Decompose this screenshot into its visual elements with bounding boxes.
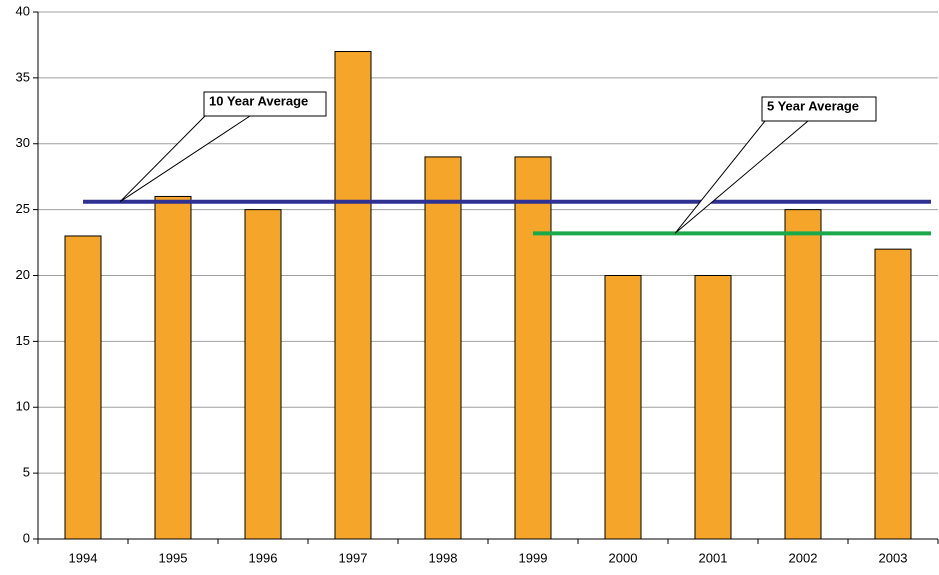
bar xyxy=(64,235,102,540)
bar xyxy=(604,275,642,540)
y-tick-label: 25 xyxy=(16,201,30,216)
y-tick-label: 30 xyxy=(16,135,30,150)
x-tick-label: 2003 xyxy=(879,550,908,565)
y-tick-label: 0 xyxy=(23,530,30,545)
bar xyxy=(874,248,912,540)
callout-pointer xyxy=(674,120,809,234)
x-tick-label: 2001 xyxy=(699,550,728,565)
x-tick-label: 1995 xyxy=(159,550,188,565)
bar xyxy=(244,209,282,540)
callout-label: 5 Year Average xyxy=(767,98,859,113)
y-tick-label: 35 xyxy=(16,69,30,84)
y-tick-label: 5 xyxy=(23,465,30,480)
x-tick-label: 2000 xyxy=(609,550,638,565)
x-tick-label: 1996 xyxy=(249,550,278,565)
y-tick-label: 15 xyxy=(16,333,30,348)
callout-label: 10 Year Average xyxy=(209,93,308,108)
bar xyxy=(424,156,462,540)
x-tick-label: 1997 xyxy=(339,550,368,565)
bar xyxy=(514,156,552,540)
bar xyxy=(694,275,732,540)
callout-box xyxy=(203,91,327,117)
bar xyxy=(784,209,822,540)
x-tick-label: 1998 xyxy=(429,550,458,565)
y-tick-label: 20 xyxy=(16,267,30,282)
x-tick-label: 1999 xyxy=(519,550,548,565)
y-tick-label: 40 xyxy=(16,3,30,18)
y-tick-label: 10 xyxy=(16,399,30,414)
callout-box xyxy=(761,96,877,122)
callout-pointer xyxy=(119,115,251,203)
bar xyxy=(154,195,192,540)
bar xyxy=(334,51,372,540)
x-tick-label: 1994 xyxy=(69,550,98,565)
x-tick-label: 2002 xyxy=(789,550,818,565)
